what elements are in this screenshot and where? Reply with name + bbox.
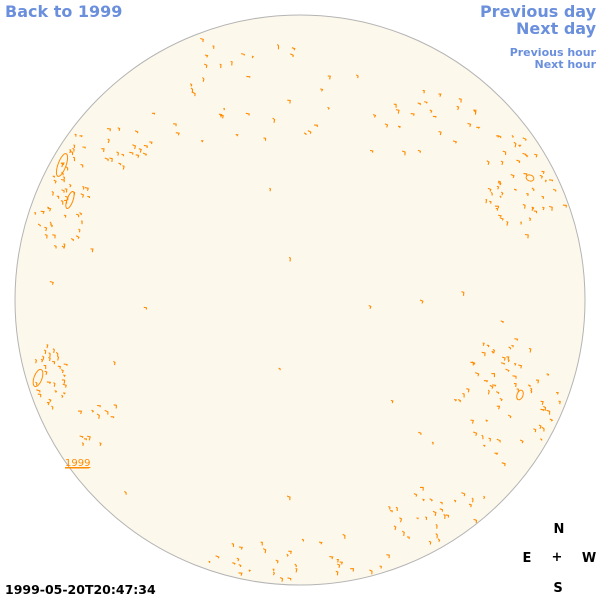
feature-group xyxy=(32,37,567,582)
compass-south-label: S xyxy=(553,581,563,596)
previous-hour-link[interactable]: Previous hour xyxy=(509,46,596,59)
compass-west-label: W xyxy=(581,551,597,566)
compass-north-label: N xyxy=(553,522,565,537)
solar-disk xyxy=(14,14,586,586)
back-to-year-link[interactable]: Back to 1999 xyxy=(5,2,123,21)
previous-day-link[interactable]: Previous day xyxy=(479,2,596,21)
compass-east-label: E xyxy=(522,551,532,566)
next-day-link[interactable]: Next day xyxy=(516,19,596,38)
observation-timestamp: 1999-05-20T20:47:34 xyxy=(5,582,156,597)
compass-center-cross: + xyxy=(551,550,563,565)
next-hour-link[interactable]: Next hour xyxy=(534,58,597,71)
year-marker-link[interactable]: 1999 xyxy=(65,458,90,469)
